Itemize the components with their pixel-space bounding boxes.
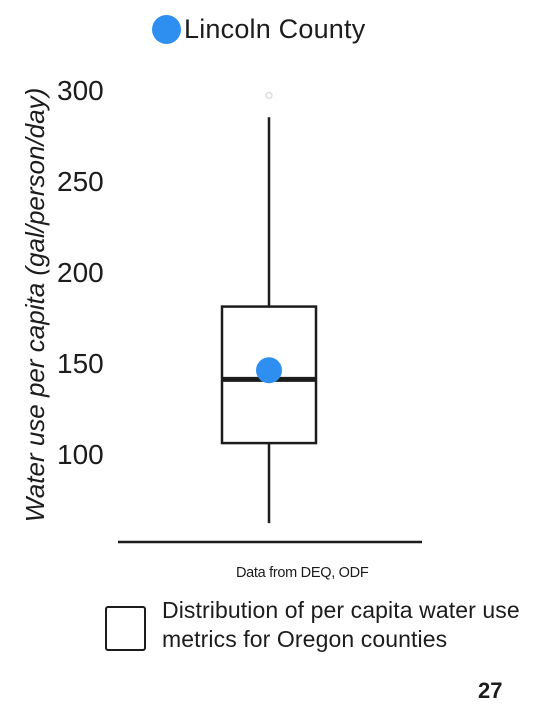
y-tick-label-150: 150 (57, 348, 104, 379)
source-note: Data from DEQ, ODF (236, 565, 369, 581)
legend-point: Lincoln County (152, 12, 365, 46)
y-tick-label-250: 250 (57, 166, 104, 197)
y-tick-label-100: 100 (57, 439, 104, 470)
y-tick-label-300: 300 (57, 75, 104, 106)
outlier-point-0 (265, 91, 273, 100)
y-axis-title: Water use per capita (gal/person/day) (20, 88, 50, 523)
legend-box-label: Distribution of per capita water use met… (162, 597, 520, 652)
page-number: 27 (478, 678, 503, 703)
y-tick-label-200: 200 (57, 257, 104, 288)
legend-dot-icon (152, 14, 181, 44)
legend-box: Distribution of per capita water use met… (105, 596, 532, 654)
legend-point-label: Lincoln County (184, 13, 366, 44)
lincoln-county-point (256, 357, 282, 384)
legend-box-swatch-icon (105, 606, 146, 651)
